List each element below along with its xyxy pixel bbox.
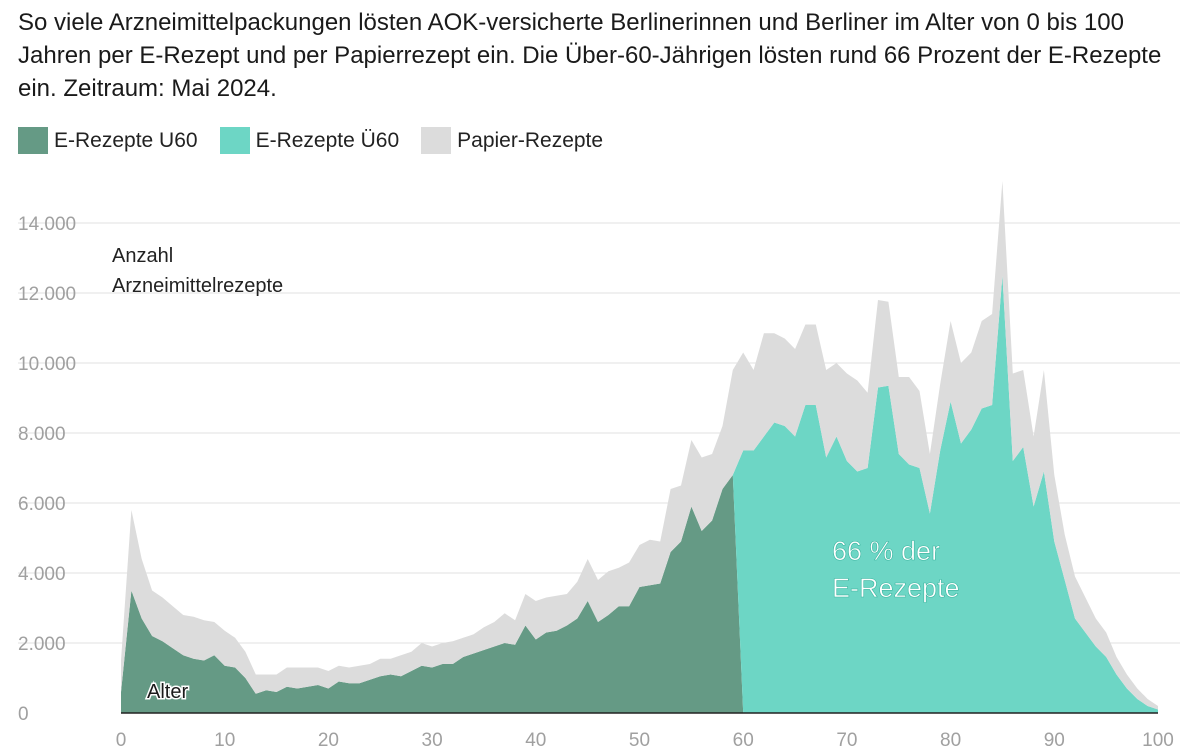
x-tick-label: 50 <box>629 730 650 749</box>
area-e-rezepte-u60 <box>121 475 1158 713</box>
x-tick-label: 0 <box>116 730 127 749</box>
x-tick-label: 40 <box>525 730 546 749</box>
legend-label-papier-rezepte: Papier-Rezepte <box>457 128 604 152</box>
legend-item-e-rezepte-ue60: E-Rezepte Ü60 <box>219 127 400 154</box>
y-tick-label: 0 <box>18 704 29 725</box>
y-tick-label: 8.000 <box>18 424 66 445</box>
area-papier-rezepte <box>121 181 1158 710</box>
legend-swatch-e-rezepte-u60 <box>18 127 48 154</box>
stacked-areas <box>121 181 1158 713</box>
x-axis-ticks: 0 10 20 30 40 50 60 70 80 90 100 <box>116 730 1174 749</box>
legend-item-e-rezepte-u60: E-Rezepte U60 <box>18 127 198 154</box>
x-tick-label: 100 <box>1142 730 1174 749</box>
y-axis-ticks: 0 2.000 4.000 6.000 8.000 10.000 12.000 14.000 <box>18 214 76 725</box>
y-tick-label: 14.000 <box>18 214 76 235</box>
legend-label-e-rezepte-u60: E-Rezepte U60 <box>54 128 198 152</box>
legend-swatch-e-rezepte-ue60 <box>219 127 250 154</box>
x-tick-label: 30 <box>422 730 443 749</box>
area-e-rezepte-ue60 <box>121 275 1158 713</box>
annotation-line-2: E-Rezepte <box>832 573 960 603</box>
y-tick-label: 6.000 <box>18 494 66 515</box>
x-tick-label: 80 <box>940 730 961 749</box>
y-tick-label: 10.000 <box>18 354 76 375</box>
chart-title: So viele Arzneimittelpackungen lösten AO… <box>18 9 1162 102</box>
y-axis-label-line-2: Arzneimittelrezepte <box>112 275 283 297</box>
x-tick-label: 20 <box>318 730 339 749</box>
y-axis-label-line-1: Anzahl <box>112 245 173 267</box>
legend-label-e-rezepte-ue60: E-Rezepte Ü60 <box>255 128 400 152</box>
x-tick-label: 90 <box>1044 730 1065 749</box>
x-tick-label: 10 <box>214 730 235 749</box>
x-tick-label: 60 <box>733 730 754 749</box>
legend-swatch-papier-rezepte <box>421 127 452 154</box>
x-axis-label: Alter <box>147 681 188 703</box>
y-tick-label: 12.000 <box>18 284 76 305</box>
y-tick-label: 2.000 <box>18 634 66 655</box>
x-tick-label: 70 <box>836 730 857 749</box>
y-tick-label: 4.000 <box>18 564 66 585</box>
chart-legend: E-Rezepte U60 E-Rezepte Ü60 Papier-Rezep… <box>18 127 625 154</box>
annotation-line-1: 66 % der <box>832 536 940 566</box>
legend-item-papier-rezepte: Papier-Rezepte <box>421 127 603 154</box>
